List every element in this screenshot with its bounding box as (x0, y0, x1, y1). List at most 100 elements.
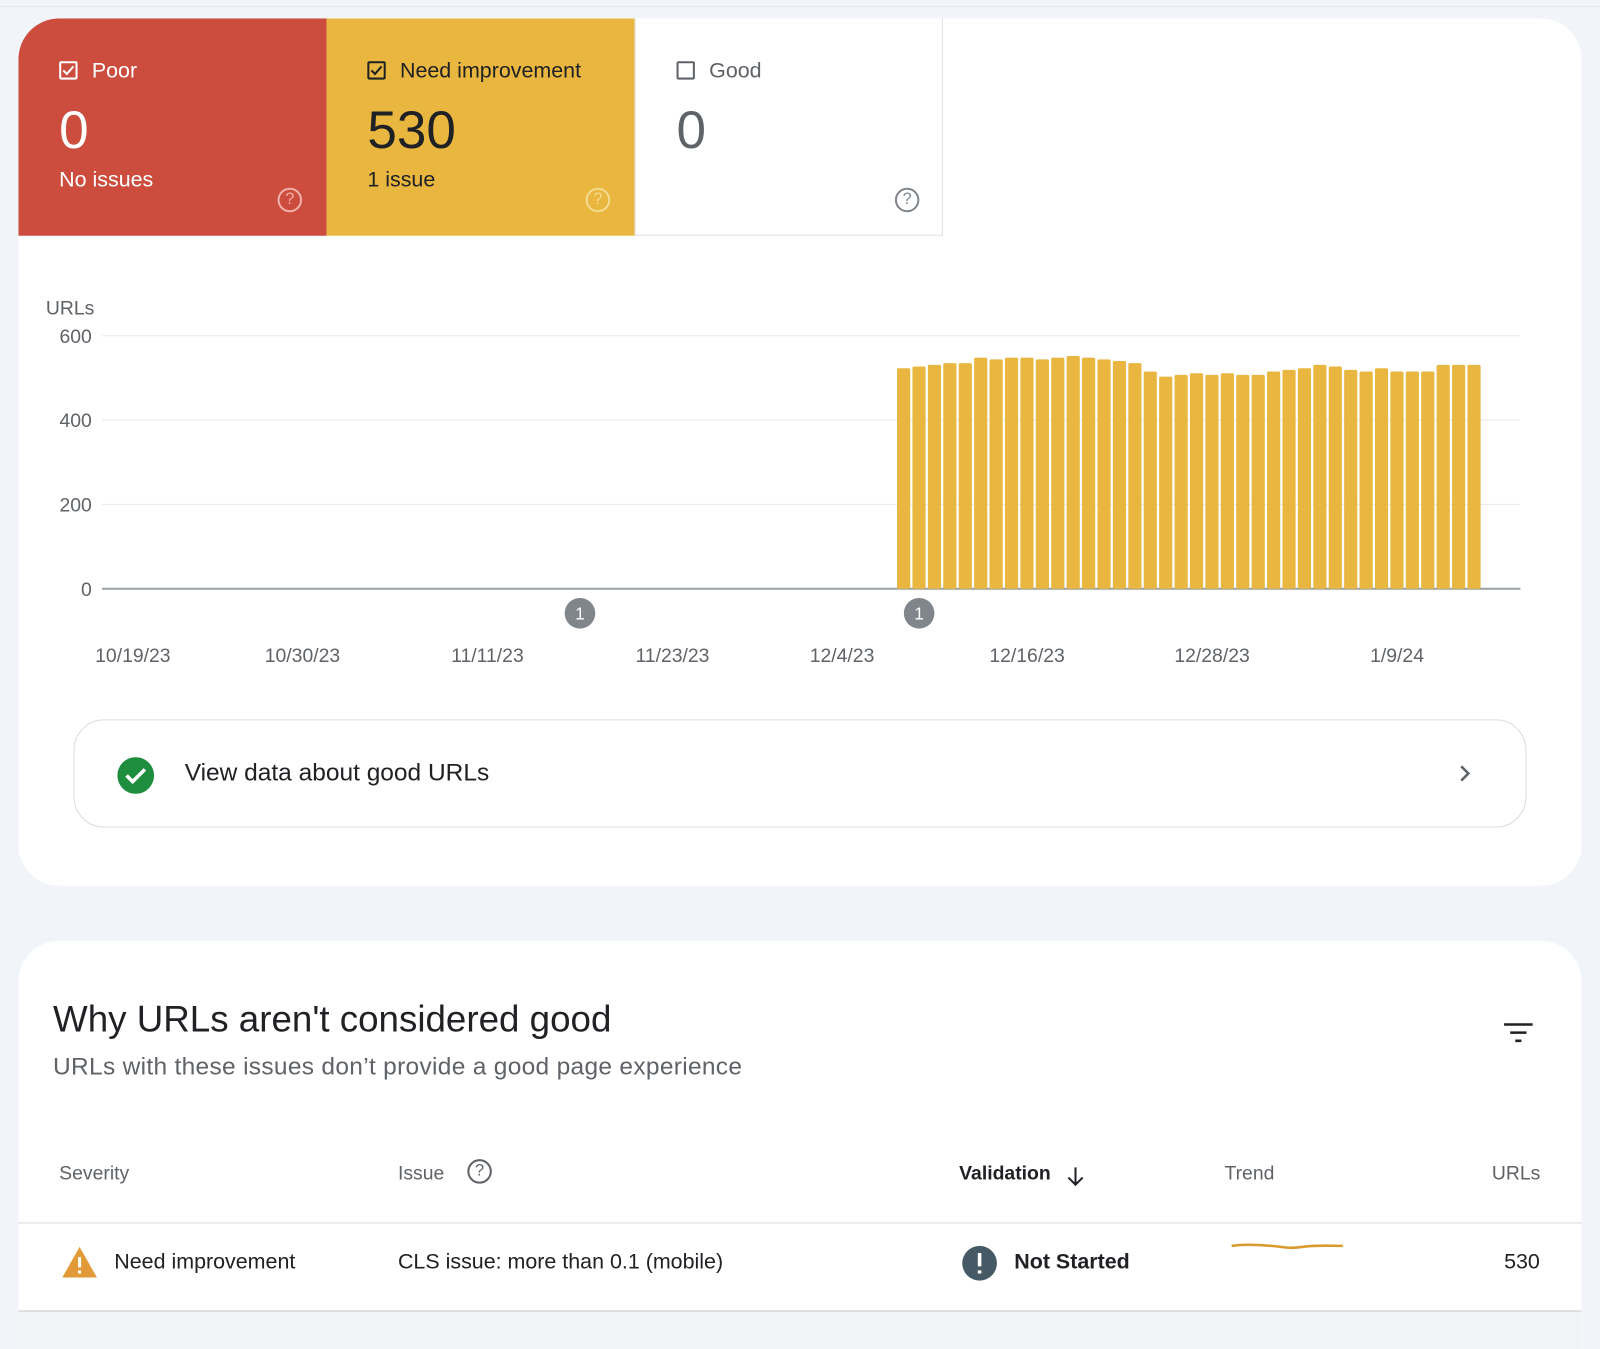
bar[interactable] (1313, 364, 1327, 589)
bar[interactable] (974, 357, 988, 589)
column-validation[interactable]: Validation (959, 1163, 1051, 1185)
x-tick-label: 11/23/23 (635, 645, 709, 667)
bar[interactable] (912, 366, 926, 589)
bar[interactable] (897, 368, 911, 589)
bar[interactable] (1004, 357, 1019, 589)
x-tick-label: 11/11/23 (451, 645, 524, 667)
bar[interactable] (1082, 357, 1096, 589)
bar[interactable] (1282, 369, 1296, 589)
urls-bar-chart: URLs 600 400 200 0 1 1 10/19/23 10/30/23 11/11/2… (46, 297, 1521, 667)
bar[interactable] (1159, 376, 1173, 589)
bar[interactable] (1359, 371, 1373, 589)
column-severity[interactable]: Severity (59, 1163, 130, 1185)
bar[interactable] (1405, 371, 1419, 589)
help-icon[interactable]: ? (467, 1159, 492, 1184)
section-title: Why URLs aren't considered good (53, 997, 612, 1040)
bar[interactable] (1267, 371, 1281, 589)
x-tick-label: 12/16/23 (989, 645, 1064, 667)
bar[interactable] (1220, 373, 1234, 589)
bar[interactable] (1452, 364, 1466, 589)
divider (18, 1310, 1582, 1313)
bar[interactable] (1236, 374, 1250, 589)
section-subtitle: URLs with these issues don’t provide a g… (53, 1053, 743, 1081)
x-tick-label: 10/19/23 (95, 645, 170, 667)
y-tick-label: 200 (60, 495, 93, 517)
check-circle-icon (117, 757, 155, 794)
column-trend: Trend (1224, 1163, 1275, 1185)
tile-subtitle: 1 issue (367, 168, 436, 192)
x-tick-label: 10/30/23 (265, 645, 340, 667)
x-tick-label: 1/9/24 (1370, 645, 1424, 667)
chevron-right-icon (1460, 765, 1471, 782)
bar[interactable] (1436, 364, 1450, 589)
bar[interactable] (1112, 361, 1127, 589)
y-tick-label: 0 (81, 579, 92, 601)
column-issue: Issue (397, 1163, 445, 1185)
tile-subtitle: No issues (59, 168, 154, 192)
bar[interactable] (1143, 371, 1157, 589)
bar[interactable] (1020, 357, 1034, 589)
bar[interactable] (943, 363, 957, 589)
tile-count: 0 (59, 101, 89, 161)
bar[interactable] (1421, 371, 1435, 589)
bar[interactable] (1328, 366, 1342, 589)
tile-count: 530 (367, 101, 456, 161)
overview-card: Poor 0 No issues ? Need improvement 530 … (18, 18, 1582, 886)
row-severity: Need improvement (114, 1249, 296, 1274)
bar[interactable] (1205, 374, 1219, 589)
bar[interactable] (927, 364, 942, 589)
help-icon[interactable]: ? (585, 187, 611, 213)
trend-sparkline (1231, 1243, 1343, 1250)
bar[interactable] (1390, 371, 1404, 589)
y-tick-label: 600 (60, 326, 93, 348)
warning-icon (62, 1246, 97, 1278)
bar[interactable] (1344, 369, 1358, 589)
y-axis-label: URLs (46, 297, 94, 319)
annotation-label: 1 (914, 603, 924, 623)
bar[interactable] (958, 363, 972, 589)
row-issue[interactable]: CLS issue: more than 0.1 (mobile) (397, 1249, 724, 1274)
tile-label: Need improvement (399, 59, 582, 83)
bar[interactable] (1097, 359, 1111, 589)
view-good-urls-label: View data about good URLs (184, 759, 490, 787)
tile-need-improvement[interactable]: Need improvement 530 1 issue ? (326, 18, 635, 236)
check-icon (370, 65, 383, 76)
help-icon[interactable]: ? (277, 187, 303, 213)
bar[interactable] (1035, 359, 1049, 589)
tile-count: 0 (676, 101, 707, 161)
bar[interactable] (1051, 357, 1065, 589)
arrow-down-icon[interactable] (1065, 1165, 1085, 1187)
issues-card: Why URLs aren't considered good URLs wit… (18, 940, 1582, 1349)
annotation-marker[interactable] (564, 597, 596, 629)
filter-icon[interactable] (1502, 1020, 1535, 1047)
bar[interactable] (1374, 368, 1389, 589)
divider (0, 6, 1600, 8)
x-tick-label: 12/28/23 (1174, 645, 1249, 667)
bar[interactable] (1467, 364, 1481, 589)
check-icon (62, 65, 75, 76)
view-good-urls-link[interactable]: View data about good URLs (73, 719, 1527, 828)
bar[interactable] (1297, 368, 1312, 589)
tile-good[interactable]: Good 0 ? (634, 18, 943, 236)
table-footer (18, 1312, 1582, 1349)
bar[interactable] (1128, 363, 1142, 589)
row-urls: 530 (1504, 1249, 1540, 1274)
row-validation: Not Started (1014, 1249, 1130, 1274)
column-urls[interactable]: URLs (1491, 1163, 1541, 1185)
checkbox-good[interactable] (676, 61, 695, 80)
alert-icon (962, 1245, 997, 1281)
tile-label: Good (709, 59, 762, 83)
bar[interactable] (1066, 355, 1080, 589)
bar[interactable] (1189, 373, 1204, 589)
checkbox-need-improvement[interactable] (367, 61, 386, 80)
y-tick-label: 400 (60, 410, 93, 432)
bar[interactable] (1174, 374, 1188, 589)
checkbox-poor[interactable] (59, 61, 78, 80)
x-tick-label: 12/4/23 (810, 645, 875, 667)
bar[interactable] (1251, 374, 1265, 589)
tile-poor[interactable]: Poor 0 No issues ? (18, 18, 327, 236)
bar[interactable] (989, 359, 1003, 589)
annotation-marker[interactable] (903, 597, 935, 629)
help-icon[interactable]: ? (894, 187, 920, 213)
